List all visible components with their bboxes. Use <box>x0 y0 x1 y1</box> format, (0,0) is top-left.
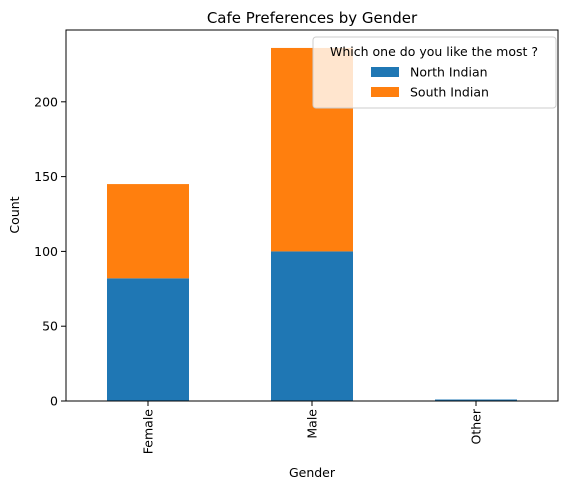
legend-title: Which one do you like the most ? <box>330 44 538 59</box>
legend-label-north-indian: North Indian <box>410 65 488 80</box>
y-tick-label: 200 <box>34 94 58 109</box>
plot-frame <box>65 29 559 402</box>
x-tick-label-male: Male <box>305 409 320 439</box>
bar-female-south-indian <box>107 184 189 279</box>
x-tick-label-female: Female <box>141 409 156 455</box>
y-tick-label: 0 <box>50 394 58 409</box>
legend-items: North Indian South Indian <box>371 65 489 100</box>
y-tick-label: 50 <box>42 319 58 334</box>
bar-other-north-indian <box>435 399 517 401</box>
y-axis-ticks: 0 50 100 150 200 <box>34 94 66 409</box>
x-axis-ticks: Female Male Other <box>141 401 484 454</box>
y-tick-label: 100 <box>34 244 58 259</box>
legend-swatch-south-indian <box>371 87 399 97</box>
bar-male-north-indian <box>271 251 353 401</box>
y-tick-label: 150 <box>34 169 58 184</box>
y-axis-label: Count <box>7 196 22 233</box>
legend-label-south-indian: South Indian <box>410 85 489 100</box>
legend: Which one do you like the most ? North I… <box>312 36 557 109</box>
x-axis-label: Gender <box>289 465 336 480</box>
x-tick-label-other: Other <box>469 408 484 444</box>
bar-female-north-indian <box>107 278 189 401</box>
legend-swatch-north-indian <box>371 67 399 77</box>
chart-title: Cafe Preferences by Gender <box>207 9 418 27</box>
